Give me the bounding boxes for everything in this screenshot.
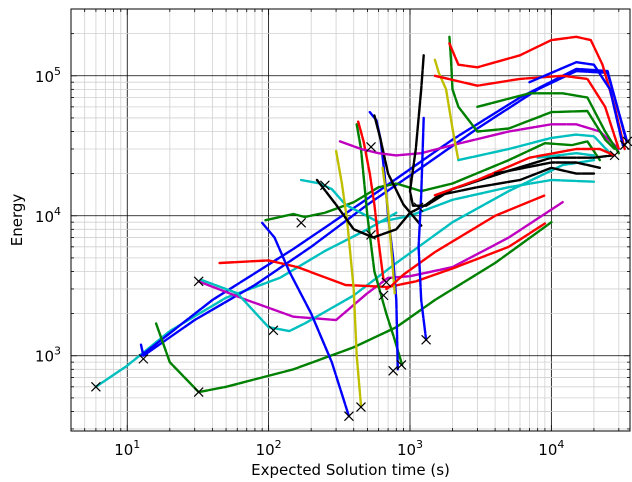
series-line-26 [457, 133, 612, 162]
x-marker-stroke [378, 290, 389, 301]
y-axis-label: Energy [8, 194, 26, 247]
x-marker [381, 277, 392, 288]
x-tick-label: 104 [538, 438, 564, 459]
x-tick-label: 102 [256, 438, 282, 459]
x-marker [622, 136, 632, 147]
x-marker-stroke [356, 402, 366, 412]
x-marker-stroke [344, 411, 354, 422]
ticks: 101 102 103 104 103 104 105 [35, 8, 630, 459]
series-line-23 [448, 35, 616, 151]
series-line-2 [139, 69, 628, 357]
x-marker-stroke [193, 387, 204, 398]
x-marker-stroke [609, 150, 620, 161]
series-line-19 [338, 123, 620, 157]
x-marker [388, 365, 399, 376]
x-marker-stroke [193, 276, 204, 287]
y-tick-label: 103 [35, 345, 61, 366]
series-line-13 [357, 120, 385, 281]
x-marker [296, 217, 307, 228]
series-line-20 [417, 116, 428, 341]
x-marker [138, 353, 149, 364]
x-marker [378, 290, 389, 301]
y-tick-label: 104 [35, 205, 61, 226]
marker-layer [90, 136, 632, 422]
series-line-4 [154, 221, 553, 394]
y-tick-label: 105 [35, 65, 61, 86]
x-marker-stroke [413, 202, 424, 213]
x-tick-label: 101 [114, 438, 140, 459]
x-marker-stroke [268, 325, 279, 336]
x-marker [366, 229, 376, 240]
x-marker [356, 402, 366, 412]
x-marker [609, 150, 620, 161]
series-line-25 [433, 74, 620, 151]
x-marker-stroke [319, 180, 330, 191]
x-marker [268, 325, 279, 336]
x-tick-label: 103 [397, 438, 423, 459]
grid [70, 8, 630, 431]
x-marker [319, 180, 330, 191]
series-line-31 [493, 161, 601, 175]
x-marker-stroke [138, 353, 149, 364]
series-line-21 [408, 54, 614, 207]
series-line-28 [528, 61, 624, 147]
series-layer [94, 35, 628, 418]
x-axis-label: Expected Solution time (s) [251, 461, 450, 479]
series-line-29 [536, 152, 596, 159]
x-marker-stroke [90, 381, 101, 392]
x-marker-stroke [388, 365, 399, 376]
series-line-15 [373, 114, 423, 227]
series-line-11 [334, 149, 363, 407]
x-marker [90, 381, 101, 392]
series-line-30 [433, 147, 616, 197]
x-marker-stroke [421, 334, 432, 345]
series-line-22 [433, 58, 460, 162]
x-marker [421, 334, 432, 345]
x-marker [413, 202, 424, 213]
x-marker-stroke [396, 359, 407, 370]
series-line-16 [381, 166, 396, 295]
series-line-17 [315, 166, 596, 239]
x-marker-stroke [381, 277, 392, 288]
x-marker-stroke [366, 142, 376, 152]
x-marker [193, 276, 204, 287]
plot-frame [70, 8, 631, 432]
series-line-9 [261, 221, 351, 418]
series-line-8 [264, 140, 601, 222]
x-marker-stroke [366, 229, 376, 240]
x-marker [193, 387, 204, 398]
series-line-27 [476, 92, 620, 155]
x-marker-stroke [296, 217, 307, 228]
x-marker [366, 142, 376, 152]
x-marker [344, 411, 354, 422]
x-marker [396, 359, 407, 370]
